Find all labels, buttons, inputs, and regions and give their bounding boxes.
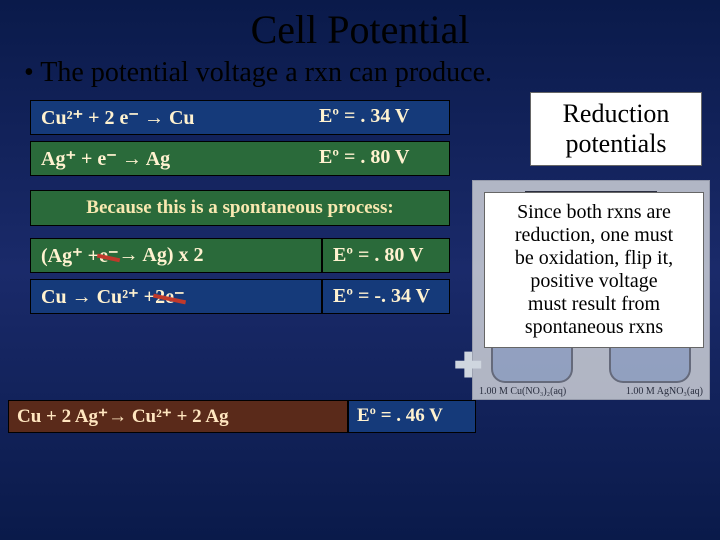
eq-cu-reduction: Cu²⁺ + 2 e⁻ → Cu Eº = . 34 V (30, 100, 450, 135)
eq-rhs: Eº = . 34 V (319, 105, 439, 130)
eq-lhs: Cu + 2 Ag⁺→ Cu²⁺ + 2 Ag (8, 400, 348, 433)
eq-net: Cu + 2 Ag⁺→ Cu²⁺ + 2 Ag Eº = . 46 V (8, 400, 476, 433)
eq-rhs: Eº = . 46 V (348, 400, 476, 433)
eq-ag-reduction: Ag⁺ + e⁻ → Ag Eº = . 80 V (30, 141, 450, 176)
txt: Cu → Cu²⁺ + (41, 284, 155, 309)
explanation-box: Since both rxns are reduction, one must … (484, 192, 704, 348)
eq-rhs: Eº = -. 34 V (322, 279, 450, 314)
strike-e: e⁻ (99, 243, 118, 268)
expl-line: positive voltage (491, 270, 697, 293)
eq-lhs: (Ag⁺ + e⁻ → Ag) x 2 (30, 238, 322, 273)
expl-line: Since both rxns are (491, 201, 697, 224)
eq-lhs: Cu → Cu²⁺ + 2e⁻ (30, 279, 322, 314)
strike-2e: 2e⁻ (155, 284, 184, 309)
reduction-label-2: potentials (565, 129, 666, 158)
diagram-right-label: 1.00 M AgNO₃(aq) (626, 386, 703, 397)
eq-rhs: Eº = . 80 V (322, 238, 450, 273)
eq-cu-oxidation: Cu → Cu²⁺ + 2e⁻ Eº = -. 34 V (30, 279, 450, 314)
txt: (Ag⁺ + (41, 243, 99, 268)
txt: → Ag) x 2 (119, 244, 204, 267)
reduction-label-1: Reduction (563, 99, 670, 128)
expl-line: reduction, one must (491, 224, 697, 247)
eq-lhs: Ag⁺ + e⁻ → Ag (41, 146, 319, 171)
expl-line: must result from (491, 293, 697, 316)
reduction-potentials-box: Reduction potentials (530, 92, 702, 166)
subtitle: • The potential voltage a rxn can produc… (0, 55, 720, 95)
eq-rhs: Eº = . 80 V (319, 146, 439, 171)
spontaneous-note: Because this is a spontaneous process: (30, 190, 450, 226)
diagram-left-label: 1.00 M Cu(NO₃)₂(aq) (479, 386, 566, 397)
equations-column: Cu²⁺ + 2 e⁻ → Cu Eº = . 34 V Ag⁺ + e⁻ → … (30, 100, 450, 320)
plus-icon: ✚ (454, 346, 483, 386)
eq-ag-times2: (Ag⁺ + e⁻ → Ag) x 2 Eº = . 80 V (30, 238, 450, 273)
expl-line: be oxidation, flip it, (491, 247, 697, 270)
eq-lhs: Cu²⁺ + 2 e⁻ → Cu (41, 105, 319, 130)
page-title: Cell Potential (0, 0, 720, 55)
expl-line: spontaneous rxns (491, 316, 697, 339)
